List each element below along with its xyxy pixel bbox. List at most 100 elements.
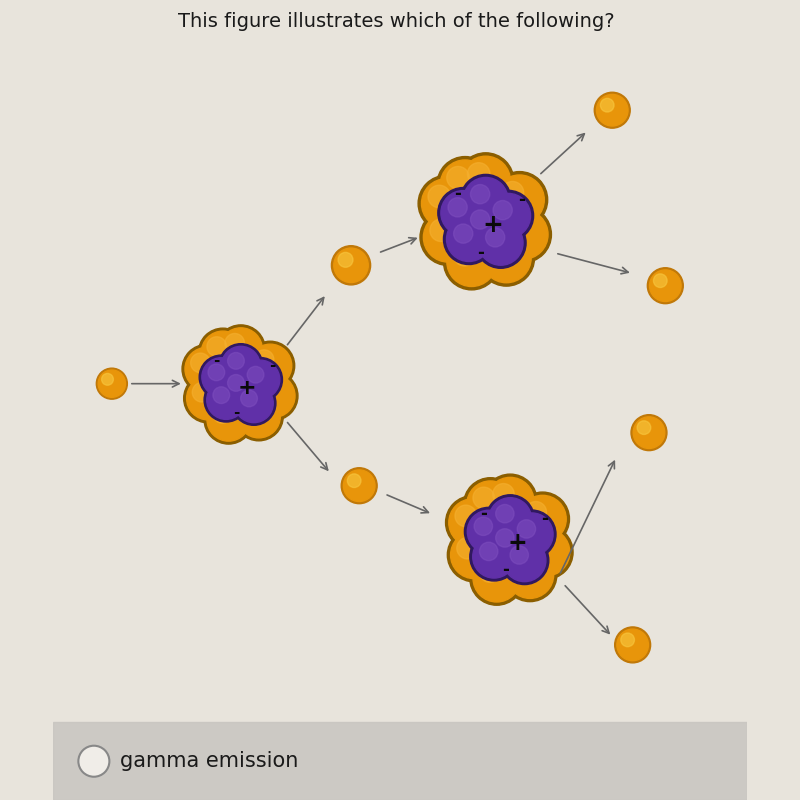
Circle shape [216, 325, 266, 374]
Circle shape [447, 237, 497, 286]
Circle shape [241, 360, 280, 399]
Circle shape [455, 505, 477, 526]
Circle shape [489, 498, 531, 540]
Circle shape [443, 214, 494, 265]
Circle shape [463, 202, 508, 247]
Text: -: - [502, 562, 509, 579]
Circle shape [192, 382, 212, 402]
Circle shape [78, 746, 110, 777]
Text: +: + [482, 213, 504, 237]
Circle shape [463, 478, 518, 531]
Circle shape [98, 370, 126, 398]
Circle shape [446, 166, 470, 189]
Circle shape [463, 178, 508, 222]
Circle shape [486, 478, 534, 525]
Circle shape [491, 171, 548, 228]
Circle shape [594, 92, 630, 128]
Circle shape [190, 353, 210, 373]
Circle shape [519, 526, 573, 579]
Circle shape [650, 270, 681, 302]
Circle shape [343, 470, 375, 502]
Circle shape [493, 483, 514, 505]
Circle shape [461, 156, 510, 206]
Text: -: - [213, 354, 219, 368]
Circle shape [460, 174, 511, 225]
Circle shape [227, 374, 244, 391]
Circle shape [443, 234, 500, 290]
Circle shape [457, 538, 478, 559]
Circle shape [420, 209, 476, 266]
Circle shape [483, 474, 537, 528]
Circle shape [249, 371, 298, 421]
Circle shape [186, 377, 230, 420]
Circle shape [225, 368, 245, 387]
Circle shape [428, 186, 450, 208]
Circle shape [232, 382, 276, 426]
Circle shape [207, 337, 226, 356]
Circle shape [227, 353, 244, 370]
Circle shape [213, 386, 230, 403]
Circle shape [525, 502, 546, 523]
Circle shape [96, 368, 127, 399]
Circle shape [441, 190, 486, 235]
Circle shape [479, 542, 498, 561]
Text: -: - [234, 405, 240, 420]
Circle shape [498, 210, 548, 259]
Circle shape [518, 520, 536, 538]
Circle shape [506, 551, 554, 598]
Circle shape [198, 328, 247, 377]
Circle shape [483, 190, 534, 241]
Circle shape [522, 529, 570, 576]
Circle shape [207, 398, 250, 441]
Circle shape [454, 243, 476, 266]
Circle shape [241, 390, 258, 406]
Circle shape [473, 487, 494, 509]
Circle shape [505, 216, 527, 238]
Circle shape [467, 202, 490, 225]
Circle shape [486, 519, 534, 567]
Circle shape [238, 394, 280, 438]
Circle shape [515, 492, 570, 546]
Circle shape [633, 417, 665, 449]
Circle shape [204, 395, 253, 444]
Circle shape [493, 201, 512, 220]
Circle shape [475, 218, 526, 268]
Circle shape [252, 374, 295, 418]
Circle shape [617, 629, 649, 661]
Circle shape [450, 531, 498, 578]
Circle shape [454, 224, 473, 243]
Circle shape [647, 268, 683, 304]
Circle shape [422, 178, 471, 228]
Circle shape [238, 358, 282, 402]
Circle shape [503, 539, 546, 582]
Circle shape [631, 414, 667, 450]
Circle shape [507, 510, 556, 558]
Circle shape [440, 160, 490, 210]
Circle shape [493, 522, 514, 543]
Circle shape [600, 98, 614, 112]
Circle shape [486, 228, 505, 247]
Circle shape [204, 378, 248, 422]
Circle shape [478, 230, 534, 286]
Text: +: + [238, 378, 257, 398]
Circle shape [347, 474, 361, 487]
Circle shape [208, 364, 225, 381]
Text: +: + [507, 531, 527, 555]
Circle shape [202, 331, 245, 374]
Circle shape [495, 206, 551, 262]
Circle shape [213, 404, 232, 423]
Circle shape [513, 557, 534, 578]
Circle shape [342, 468, 377, 504]
Circle shape [334, 248, 368, 282]
Circle shape [519, 495, 566, 542]
Circle shape [494, 175, 544, 225]
Text: gamma emission: gamma emission [120, 751, 298, 771]
Circle shape [486, 494, 534, 543]
Circle shape [654, 274, 667, 287]
Circle shape [486, 194, 530, 238]
Circle shape [502, 182, 524, 204]
Circle shape [496, 529, 514, 547]
Circle shape [447, 528, 502, 582]
Text: -: - [454, 185, 461, 203]
Circle shape [621, 633, 634, 646]
